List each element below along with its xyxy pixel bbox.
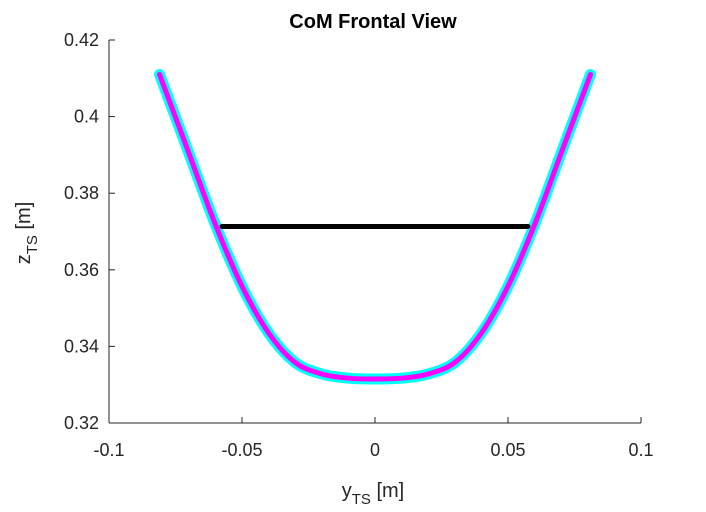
y-tick-label: 0.38 (64, 183, 99, 203)
y-ticks: 0.32 0.34 0.36 0.38 0.4 0.42 (64, 30, 115, 433)
x-tick-label: -0.05 (221, 440, 262, 460)
x-axis-label: yTS [m] (342, 480, 405, 508)
y-tick-label: 0.32 (64, 413, 99, 433)
x-tick-label: 0.05 (490, 440, 525, 460)
x-axis-label-unit: [m] (371, 480, 404, 502)
x-tick-label: 0.1 (628, 440, 653, 460)
y-tick-label: 0.34 (64, 336, 99, 356)
y-tick-label: 0.4 (74, 107, 99, 127)
x-ticks: -0.1 -0.05 0 0.05 0.1 (93, 417, 654, 460)
series-layer (154, 68, 596, 385)
x-tick-label: -0.1 (93, 440, 124, 460)
y-axis-label-base: z (13, 254, 35, 264)
x-tick-label: 0 (370, 440, 380, 460)
series-magenta-line (157, 71, 593, 382)
x-axis-label-base: y (342, 480, 352, 502)
y-tick-label: 0.36 (64, 260, 99, 280)
y-tick-label: 0.42 (64, 30, 99, 50)
x-axis-label-sub: TS (352, 491, 371, 508)
axes (108, 40, 641, 424)
y-axis-label-unit: [m] (13, 202, 35, 235)
chart-title: CoM Frontal View (289, 11, 457, 33)
y-axis-label: zTS [m] (13, 202, 41, 265)
y-axis-label-sub: TS (24, 235, 41, 254)
